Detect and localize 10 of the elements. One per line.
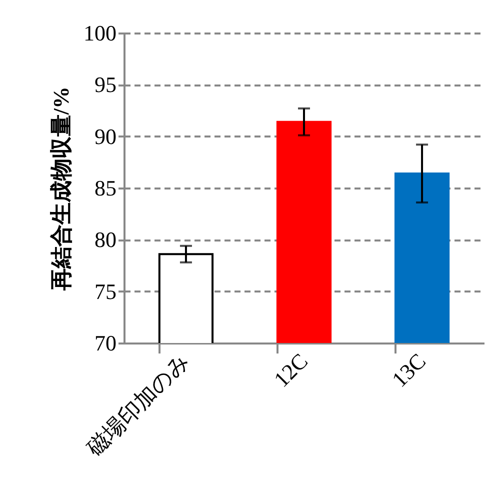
y-tick-label: 90 (94, 124, 116, 149)
y-tick-label: 95 (94, 72, 116, 98)
x-tick-label: 12C (268, 348, 312, 392)
y-tick-label: 70 (94, 330, 116, 356)
y-tick-label: 75 (94, 278, 116, 304)
y-tick-label: 85 (94, 176, 116, 200)
x-tick-label: 13C (386, 348, 431, 392)
y-tick-label: 80 (94, 227, 116, 252)
y-tick-label: 100 (84, 20, 116, 46)
y-axis-title: 再結合生成物収量/% (48, 86, 74, 292)
